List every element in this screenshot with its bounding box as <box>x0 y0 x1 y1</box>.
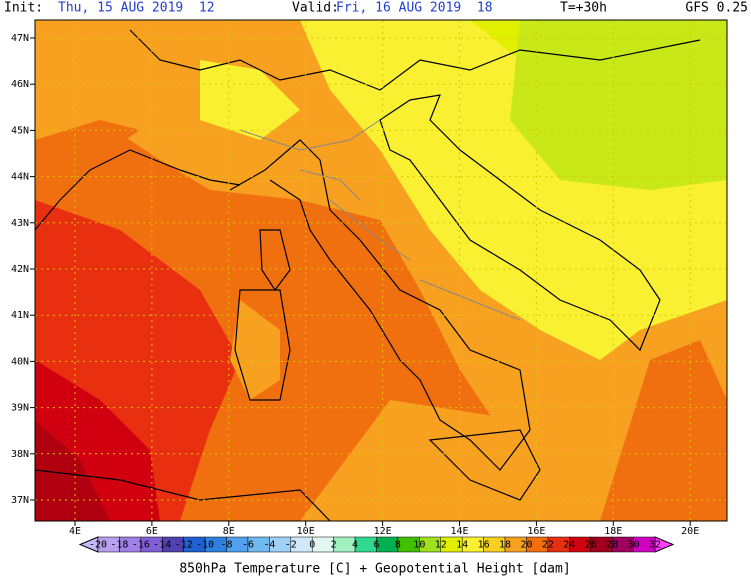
lat-label: 45N <box>11 125 29 136</box>
header: Init: Thu, 15 AUG 2019 12 Valid: Fri, 16… <box>4 1 748 16</box>
lat-label: 38N <box>11 449 29 460</box>
lon-label: 16E <box>527 526 545 537</box>
lon-label: 20E <box>681 526 699 537</box>
legend-tick-label: -12 <box>175 540 193 551</box>
legend-tick-label: 20 <box>520 540 532 551</box>
legend-tick-label: -2 <box>285 540 297 551</box>
legend-tick-label: -4 <box>263 540 275 551</box>
legend-tick-label: 18 <box>499 540 511 551</box>
lon-label: 8E <box>223 526 235 537</box>
lat-label: 47N <box>11 33 29 44</box>
legend-tick-label: -6 <box>242 540 254 551</box>
legend-tick-label: 10 <box>413 540 425 551</box>
legend-tick-label: 8 <box>395 540 401 551</box>
legend-tick-label: 6 <box>373 540 379 551</box>
lat-label: 43N <box>11 218 29 229</box>
legend-tick-label: 32 <box>649 540 661 551</box>
lat-label: 37N <box>11 495 29 506</box>
legend-tick-label: 30 <box>628 540 640 551</box>
legend-tick-label: -10 <box>196 540 214 551</box>
init-label: Init: <box>4 1 43 16</box>
lon-label: 6E <box>146 526 158 537</box>
map <box>35 20 727 521</box>
legend-tick-label: 4 <box>352 540 358 551</box>
lat-label: 42N <box>11 264 29 275</box>
lon-label: 14E <box>450 526 468 537</box>
map-frame <box>34 19 728 522</box>
legend-tick-label: 26 <box>585 540 597 551</box>
lat-label: 40N <box>11 356 29 367</box>
valid-time: Fri, 16 AUG 2019 18 <box>336 1 493 16</box>
legend-tick-label: -8 <box>221 540 233 551</box>
legend-tick-label: 12 <box>435 540 447 551</box>
legend-tick-label: 16 <box>478 540 490 551</box>
legend-swatch <box>633 536 656 553</box>
legend-title: 850hPa Temperature [C] + Geopotential He… <box>179 562 570 577</box>
legend-tick-label: 22 <box>542 540 554 551</box>
legend-tick-label: -14 <box>153 540 171 551</box>
legend-tick-label: 14 <box>456 540 468 551</box>
lon-label: 18E <box>604 526 622 537</box>
legend-tick-label: 2 <box>331 540 337 551</box>
legend-tick-label: -20 <box>89 540 107 551</box>
legend-tick-label: 0 <box>309 540 315 551</box>
lon-label: 10E <box>297 526 315 537</box>
lead-time: T=+30h <box>560 1 607 16</box>
lat-label: 44N <box>11 172 29 183</box>
lon-label: 4E <box>69 526 81 537</box>
legend-tick-label: -18 <box>110 540 128 551</box>
init-time: Thu, 15 AUG 2019 12 <box>58 1 215 16</box>
model: GFS 0.25 <box>685 1 748 16</box>
legend-tick-label: 28 <box>606 540 618 551</box>
legend-tick-label: 24 <box>563 540 575 551</box>
lat-label: 46N <box>11 79 29 90</box>
lat-label: 39N <box>11 403 29 414</box>
valid-label: Valid: <box>292 1 339 16</box>
legend-tick-label: -16 <box>132 540 150 551</box>
lon-label: 12E <box>374 526 392 537</box>
lat-label: 41N <box>11 310 29 321</box>
